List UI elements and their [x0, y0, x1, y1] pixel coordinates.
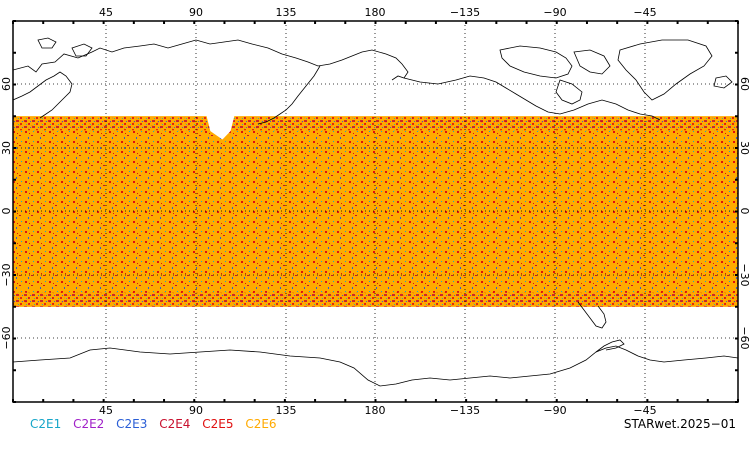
left-lat-label: −60	[0, 326, 13, 349]
left-latitude-labels: 60 30 0 −30 −60	[0, 77, 13, 350]
coastline-greenland	[617, 39, 713, 101]
right-lat-label: 30	[738, 141, 750, 155]
coastline-arctic-islands-2	[573, 49, 611, 75]
bottom-lon-label: 90	[189, 404, 203, 417]
coastlines	[13, 37, 738, 387]
coverage-south-edge	[13, 292, 738, 307]
coastline-antarctica	[13, 345, 738, 387]
right-lat-label: 0	[738, 208, 750, 215]
right-lat-label: −30	[738, 263, 750, 286]
coastline-hudson-bay	[555, 79, 583, 105]
top-lon-label: −135	[450, 6, 480, 19]
coastline-iceland	[713, 75, 733, 89]
coastline-svalbard	[37, 37, 57, 49]
legend-item-c2e2: C2E2	[73, 417, 105, 431]
coastline-east-asia	[257, 65, 321, 125]
coastline-north-america	[403, 75, 661, 121]
coastline-arctic-islands	[499, 45, 573, 79]
top-lon-label: −45	[633, 6, 656, 19]
coastline-novaya-zemlya	[71, 43, 93, 57]
top-lon-label: 180	[365, 6, 386, 19]
frame-ticks	[12, 20, 739, 403]
bottom-lon-label: −135	[450, 404, 480, 417]
top-lon-label: 45	[99, 6, 113, 19]
coverage-north-edge	[13, 116, 738, 131]
top-longitude-labels: 45 90 135 180 −135 −90 −45	[99, 6, 657, 19]
coastline-antarctic-peninsula	[595, 339, 625, 353]
legend-item-c2e5: C2E5	[202, 417, 234, 431]
graticule	[13, 21, 738, 402]
bottom-lon-label: 180	[365, 404, 386, 417]
right-latitude-labels: 60 30 0 −30 −60	[738, 77, 750, 350]
coverage-fill	[13, 116, 738, 307]
bottom-longitude-labels: 45 90 135 180 −135 −90 −45	[99, 404, 657, 417]
bottom-lon-label: −45	[633, 404, 656, 417]
left-lat-label: −30	[0, 263, 13, 286]
coastline-europe	[13, 71, 73, 119]
legend-item-c2e6: C2E6	[245, 417, 277, 431]
legend-item-c2e1: C2E1	[30, 417, 62, 431]
left-lat-label: 30	[0, 141, 13, 155]
bottom-lon-label: 135	[276, 404, 297, 417]
bottom-lon-label: 45	[99, 404, 113, 417]
coverage-notch	[206, 115, 235, 140]
bottom-lon-label: −90	[543, 404, 566, 417]
legend: C2E1 C2E2 C2E3 C2E4 C2E5 C2E6	[30, 417, 285, 431]
top-lon-label: 90	[189, 6, 203, 19]
coastline-eurasia	[13, 39, 409, 81]
top-lon-label: −90	[543, 6, 566, 19]
coastline-south-america	[577, 301, 607, 329]
left-lat-label: 0	[0, 208, 13, 215]
legend-item-c2e4: C2E4	[159, 417, 191, 431]
left-lat-label: 60	[0, 77, 13, 91]
right-lat-label: −60	[738, 326, 750, 349]
dataset-title: STARwet.2025−01	[623, 417, 736, 431]
right-lat-label: 60	[738, 77, 750, 91]
top-lon-label: 135	[276, 6, 297, 19]
legend-item-c2e3: C2E3	[116, 417, 148, 431]
